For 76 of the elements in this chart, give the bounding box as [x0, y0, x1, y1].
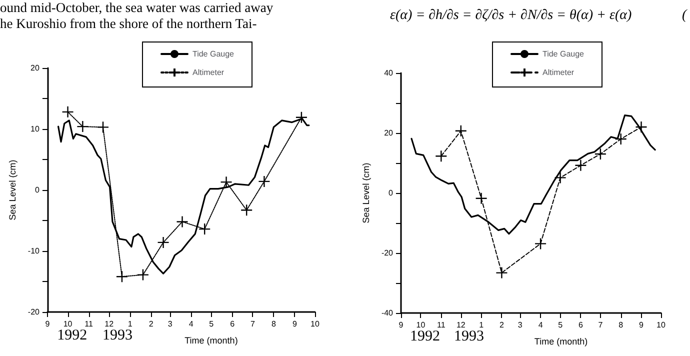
x-tick-label: 10 — [310, 320, 320, 328]
x-tick-label: 7 — [598, 320, 604, 330]
y-tick-label: 10 — [30, 124, 40, 134]
point — [496, 266, 508, 279]
point — [96, 121, 110, 134]
x-tick-label: 2 — [499, 320, 504, 330]
point — [295, 111, 308, 124]
x-tick-label: 5 — [209, 320, 214, 328]
point — [157, 236, 170, 249]
x-tick-label: 2 — [148, 320, 154, 328]
x-tick-label: 4 — [188, 320, 194, 328]
x-tick-label: 9 — [398, 320, 404, 330]
x-tick-label: 12 — [104, 320, 114, 328]
x-tick-label: 8 — [271, 320, 276, 328]
legend-label: Tide Gauge — [542, 50, 585, 58]
y-axis-title: Sea Level (cm) — [361, 162, 372, 224]
y-axis-title: Sea Level (cm) — [8, 160, 18, 220]
point — [475, 192, 488, 204]
legend-label: Tide Gauge — [192, 50, 235, 58]
point — [116, 270, 128, 283]
x-tick-label: 6 — [578, 320, 584, 330]
text: ound mid-October, the sea water was carried away — [0, 0, 274, 16]
x-tick-label: 9 — [292, 320, 298, 328]
text: 1993 — [102, 328, 132, 344]
y-tick-label: 20 — [384, 128, 394, 138]
x-tick-label: 6 — [230, 320, 236, 328]
x-tick-label: 11 — [84, 320, 94, 328]
x-tick-label: 12 — [456, 320, 466, 330]
y-tick-label: -20 — [28, 308, 40, 316]
legend-label: Altimeter — [192, 68, 224, 77]
x-tick-label: 7 — [250, 320, 256, 328]
x-axis-title: Time (month) — [184, 336, 238, 346]
text: 1992 — [410, 328, 440, 344]
text: 1992 — [57, 328, 88, 344]
point — [574, 159, 587, 172]
y-tick-label: 20 — [30, 64, 40, 72]
point — [534, 238, 547, 250]
point — [614, 132, 627, 146]
point — [136, 268, 150, 281]
y-tick-label: 40 — [384, 68, 394, 78]
point — [76, 120, 89, 133]
text: ε(α) = ∂h/∂s = ∂ζ/∂s + ∂N/∂s = θ(α) + ε(α) — [390, 8, 632, 24]
point — [454, 124, 467, 137]
x-tick-label: 9 — [45, 320, 50, 328]
legend-label: Altimeter — [542, 68, 574, 77]
y-tick-label: 0 — [35, 186, 40, 194]
point — [176, 216, 188, 228]
point — [198, 222, 211, 236]
x-axis-title: Time (month) — [534, 336, 588, 346]
x-tick-label: 5 — [558, 320, 564, 330]
point — [594, 148, 607, 160]
x-tick-label: 11 — [436, 320, 446, 330]
point — [635, 120, 648, 134]
y-tick-label: -40 — [381, 308, 394, 318]
x-tick-label: 9 — [639, 320, 644, 330]
x-tick-label: 10 — [416, 320, 426, 330]
point — [220, 176, 232, 188]
x-tick-label: 8 — [618, 320, 624, 330]
x-tick-label: 1 — [479, 320, 484, 330]
point — [62, 106, 74, 118]
x-tick-label: 10 — [63, 320, 73, 328]
point — [258, 175, 270, 188]
x-tick-label: 10 — [656, 320, 666, 330]
y-tick-label: -10 — [28, 246, 40, 256]
x-tick-label: 3 — [168, 320, 173, 328]
text: ( — [682, 8, 687, 24]
x-tick-label: 4 — [538, 320, 544, 330]
point — [240, 204, 253, 216]
text: 1993 — [454, 328, 484, 344]
y-tick-label: 0 — [388, 188, 394, 198]
y-tick-label: -20 — [381, 248, 394, 258]
point — [554, 172, 566, 184]
x-tick-label: 1 — [128, 320, 133, 328]
point — [435, 150, 448, 162]
text: he Kuroshio from the shore of the northern Tai- — [0, 16, 257, 32]
x-tick-label: 3 — [518, 320, 523, 330]
